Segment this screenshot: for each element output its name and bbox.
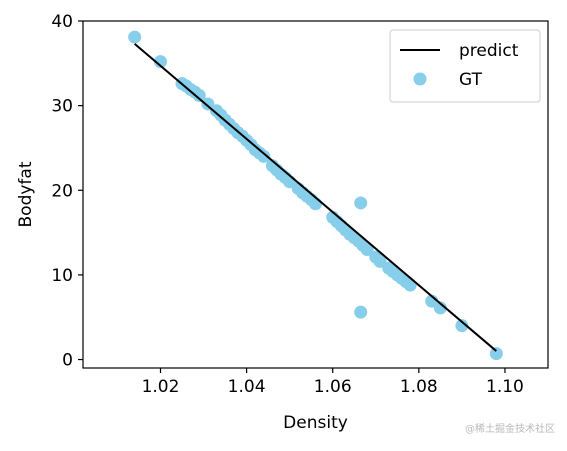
legend-box: [389, 29, 541, 103]
x-axis-ticks: 1.02 1.04 1.06 1.08 1.10: [142, 368, 524, 397]
gt-data-point: [309, 197, 322, 211]
gt-data-point: [354, 305, 368, 319]
y-tick-label: 20: [51, 181, 73, 201]
y-tick-label: 10: [51, 266, 73, 286]
gt-data-point: [154, 55, 167, 69]
watermark: @稀土掘金技术社区: [465, 422, 555, 435]
gt-data-point: [433, 301, 447, 315]
x-axis-label: Density: [283, 413, 348, 433]
legend-predict-label: predict: [459, 41, 519, 61]
y-tick-label: 0: [62, 351, 73, 371]
y-tick-label: 40: [51, 12, 73, 32]
legend-gt-marker-swatch: [413, 72, 427, 86]
gt-data-point: [455, 319, 469, 333]
legend-gt-label: GT: [459, 70, 483, 90]
x-tick-label: 1.06: [314, 377, 352, 397]
gt-data-point: [489, 347, 503, 361]
plot-content: [128, 30, 503, 361]
legend: predict GT: [389, 29, 541, 103]
x-tick-label: 1.04: [228, 377, 266, 397]
y-axis-label: Bodyfat: [16, 161, 36, 227]
x-tick-label: 1.08: [400, 377, 438, 397]
gt-data-point: [360, 243, 374, 257]
gt-data-point: [354, 196, 368, 210]
x-tick-label: 1.10: [486, 377, 524, 397]
x-tick-label: 1.02: [142, 377, 180, 397]
predict-line: [134, 43, 497, 352]
plot-frame: [82, 20, 549, 369]
gt-data-point: [128, 30, 142, 44]
y-axis-ticks: 0 10 20 30 40: [51, 12, 83, 371]
y-tick-label: 30: [51, 97, 73, 117]
gt-data-point: [192, 88, 206, 102]
gt-data-point: [257, 149, 271, 163]
